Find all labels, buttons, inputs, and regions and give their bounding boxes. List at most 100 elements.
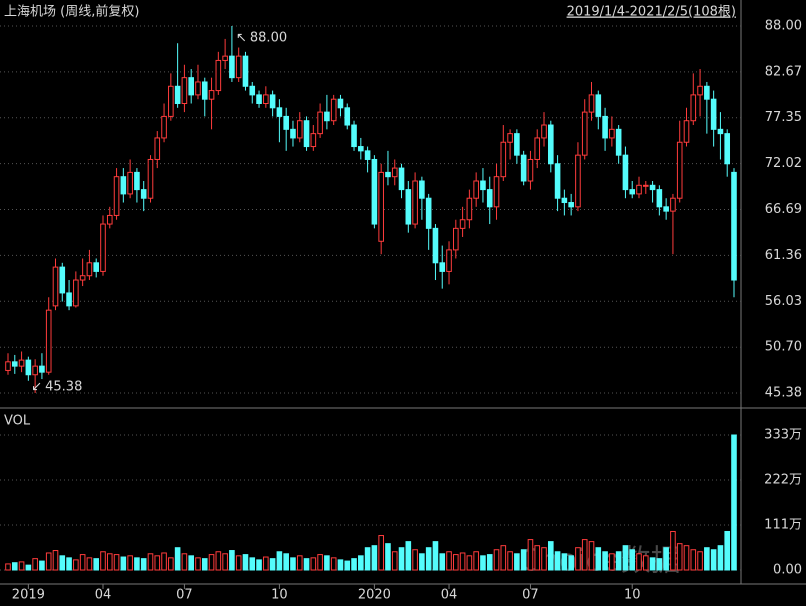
volume-bar	[303, 558, 310, 571]
y2-tick-label: 333万	[764, 428, 802, 443]
candle-body	[500, 141, 507, 178]
volume-bar	[724, 530, 731, 571]
volume-bar	[127, 555, 133, 571]
candle-body	[683, 120, 690, 143]
candle-body	[439, 262, 446, 272]
candle-body	[79, 275, 86, 281]
candle-body	[453, 227, 459, 251]
candle-body	[215, 59, 222, 92]
volume-bar	[670, 530, 676, 571]
candle-body	[425, 197, 432, 229]
x-tick-label: 2019	[12, 588, 45, 603]
candle-body	[276, 107, 283, 117]
volume-bar	[154, 555, 161, 571]
candle-body	[134, 171, 140, 191]
candle-body	[120, 176, 127, 195]
candle-body	[154, 137, 161, 160]
volume-bar	[629, 549, 636, 571]
volume-bar	[602, 551, 608, 571]
volume-bar	[527, 539, 534, 571]
candle-body	[486, 189, 493, 208]
candle-body	[324, 111, 330, 122]
candle-body	[371, 158, 378, 225]
candle-body	[106, 214, 113, 225]
candle-body	[636, 184, 642, 195]
candle-body	[222, 55, 228, 61]
volume-bar	[106, 553, 113, 571]
candle-body	[731, 171, 737, 281]
volume-bar	[283, 553, 289, 571]
candle-body	[581, 111, 588, 156]
candle-body	[25, 359, 32, 376]
volume-bar	[385, 543, 391, 571]
candle-body	[66, 292, 72, 307]
volume-bar	[683, 545, 690, 571]
candle-body	[45, 309, 52, 373]
volume-bar	[174, 547, 181, 571]
volume-bar	[405, 541, 412, 571]
candle-body	[514, 133, 520, 156]
candle-body	[100, 223, 106, 272]
y-tick-label: 72.02	[765, 156, 802, 171]
volume-bar	[493, 549, 500, 571]
volume-bar	[120, 556, 127, 571]
candle-body	[554, 163, 561, 199]
candle-body	[704, 85, 710, 100]
candle-body	[690, 94, 697, 122]
volume-bar	[147, 553, 154, 571]
y2-tick-label: 0.00	[773, 563, 802, 578]
y-tick-label: 66.69	[765, 202, 802, 217]
volume-bar	[432, 541, 439, 571]
candle-body	[642, 184, 649, 187]
volume-bar	[541, 547, 547, 571]
min-label: 45.38	[45, 380, 82, 395]
candle-body	[249, 85, 256, 96]
volume-bar	[235, 555, 242, 571]
candle-body	[527, 158, 534, 182]
candle-body	[480, 180, 486, 191]
candle-body	[127, 171, 133, 195]
volume-bar	[32, 558, 38, 571]
volume-bar	[520, 549, 527, 571]
volume-bar	[249, 557, 256, 571]
candle-body	[310, 133, 317, 148]
candle-body	[398, 167, 405, 191]
volume-bar	[486, 554, 493, 571]
volume-bar	[134, 557, 140, 571]
candle-body	[649, 184, 656, 191]
candle-body	[303, 120, 310, 148]
candle-body	[385, 171, 391, 178]
x-tick-label: 10	[271, 588, 288, 603]
candle-body	[493, 176, 500, 208]
volume-bar	[615, 551, 622, 571]
y-tick-label: 88.00	[765, 19, 802, 34]
candle-body	[507, 133, 513, 143]
candle-body	[86, 262, 93, 277]
candle-body	[39, 365, 45, 373]
volume-bar	[364, 547, 371, 571]
volume-bar	[269, 558, 276, 571]
volume-bar	[548, 541, 554, 571]
date-range[interactable]: 2019/1/4-2021/2/5(108根)	[567, 5, 736, 20]
volume-bar	[113, 554, 120, 571]
max-arrow: ↖	[236, 31, 247, 46]
volume-bar	[398, 547, 405, 571]
min-arrow: ↙	[31, 380, 42, 395]
candle-body	[256, 94, 262, 104]
volume-bar	[466, 555, 473, 571]
volume-bar	[100, 551, 106, 571]
volume-bar	[446, 551, 452, 571]
volume-bar	[690, 549, 697, 571]
candle-body	[575, 154, 581, 208]
volume-bar	[5, 563, 11, 571]
candle-body	[32, 365, 38, 376]
volume-bar	[93, 558, 100, 571]
volume-label: VOL	[4, 414, 31, 429]
volume-bar	[188, 555, 194, 571]
volume-bar	[358, 555, 364, 571]
volume-bar	[453, 554, 459, 571]
candle-body	[188, 77, 194, 96]
volume-bar	[222, 553, 228, 571]
volume-bar	[290, 557, 296, 571]
